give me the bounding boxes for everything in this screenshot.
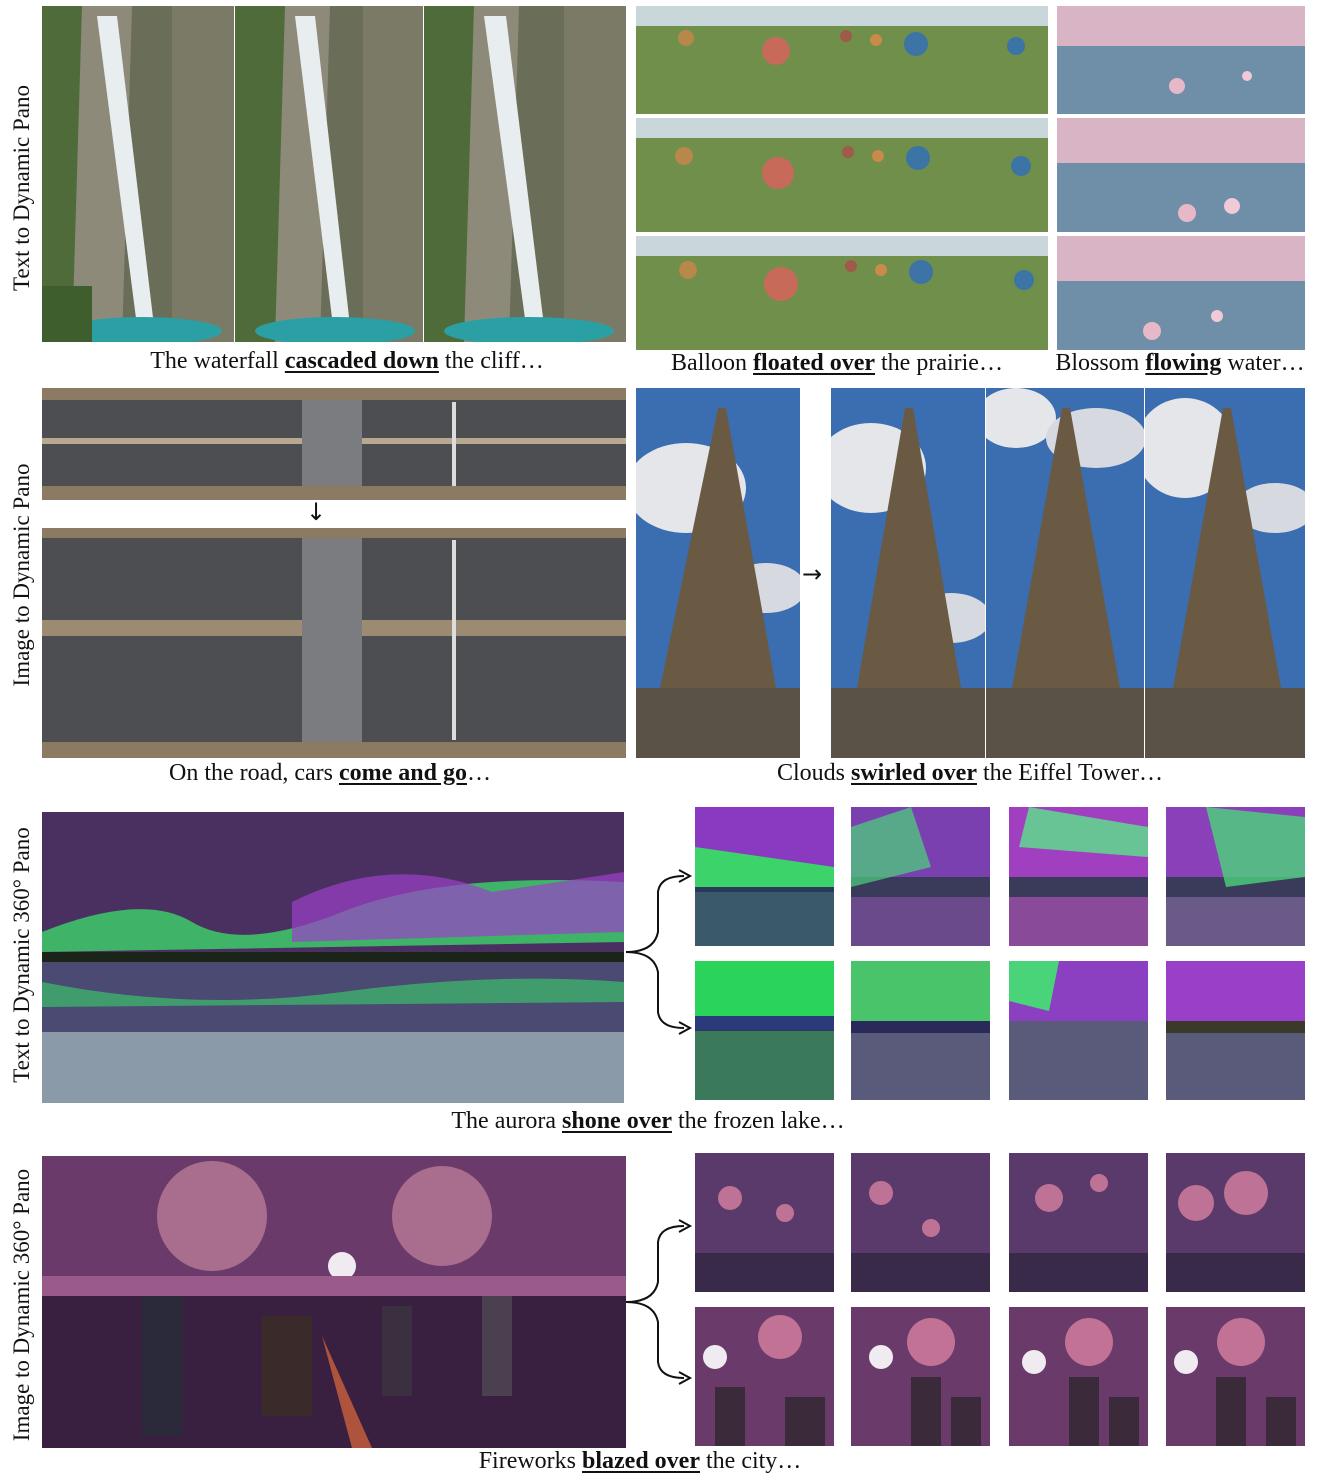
down-arrow: ↓ xyxy=(306,498,327,526)
aurora-view-5 xyxy=(695,961,834,1100)
aurora-view-2 xyxy=(851,807,990,946)
row-label-image-to-360-pano: Image to Dynamic 360° Pano xyxy=(9,1168,34,1442)
right-arrow-eiffel: → xyxy=(802,560,823,588)
blossom-frame-1 xyxy=(1057,6,1305,114)
aurora-360-pano xyxy=(42,812,624,1103)
row-label-text-to-360-pano: Text to Dynamic 360° Pano xyxy=(9,827,34,1083)
blossom-frame-3 xyxy=(1057,236,1305,350)
eiffel-frame-3 xyxy=(1145,388,1305,758)
fireworks-view-3 xyxy=(1009,1153,1148,1292)
fireworks-view-6 xyxy=(851,1307,990,1446)
caption-aurora: The aurora shone over the frozen lake… xyxy=(451,1108,845,1134)
blossom-frame-2 xyxy=(1057,118,1305,232)
aurora-view-1 xyxy=(695,807,834,946)
fireworks-view-5 xyxy=(695,1307,834,1446)
fireworks-view-7 xyxy=(1009,1307,1148,1446)
aurora-view-7 xyxy=(1009,961,1148,1100)
road-output-pano xyxy=(42,528,626,758)
aurora-view-3 xyxy=(1009,807,1148,946)
eiffel-input-image xyxy=(636,388,800,758)
aurora-branch-arrows xyxy=(624,862,694,1042)
caption-balloon: Balloon floated over the prairie… xyxy=(671,350,1003,376)
waterfall-frame-2 xyxy=(235,6,423,342)
caption-blossom: Blossom flowing water… xyxy=(1055,350,1305,376)
waterfall-frame-3 xyxy=(424,6,626,342)
fireworks-view-4 xyxy=(1166,1153,1305,1292)
caption-fireworks: Fireworks blazed over the city… xyxy=(478,1448,802,1474)
caption-waterfall: The waterfall cascaded down the cliff… xyxy=(150,348,544,374)
aurora-view-4 xyxy=(1166,807,1305,946)
caption-eiffel: Clouds swirled over the Eiffel Tower… xyxy=(776,760,1164,786)
aurora-view-8 xyxy=(1166,961,1305,1100)
road-input-image xyxy=(42,388,626,500)
balloon-frame-2 xyxy=(636,118,1048,232)
balloon-frame-1 xyxy=(636,6,1048,114)
row-label-image-to-pano: Image to Dynamic Pano xyxy=(9,463,34,687)
fireworks-view-1 xyxy=(695,1153,834,1292)
caption-road: On the road, cars come and go… xyxy=(169,760,491,786)
fireworks-360-pano xyxy=(42,1156,626,1448)
fireworks-view-8 xyxy=(1166,1307,1305,1446)
row-label-text-to-pano: Text to Dynamic Pano xyxy=(9,85,34,291)
eiffel-frame-1 xyxy=(831,388,985,758)
waterfall-frame-1 xyxy=(42,6,234,342)
eiffel-frame-2 xyxy=(986,388,1144,758)
fireworks-branch-arrows xyxy=(624,1212,694,1392)
fireworks-view-2 xyxy=(851,1153,990,1292)
balloon-frame-3 xyxy=(636,236,1048,350)
aurora-view-6 xyxy=(851,961,990,1100)
